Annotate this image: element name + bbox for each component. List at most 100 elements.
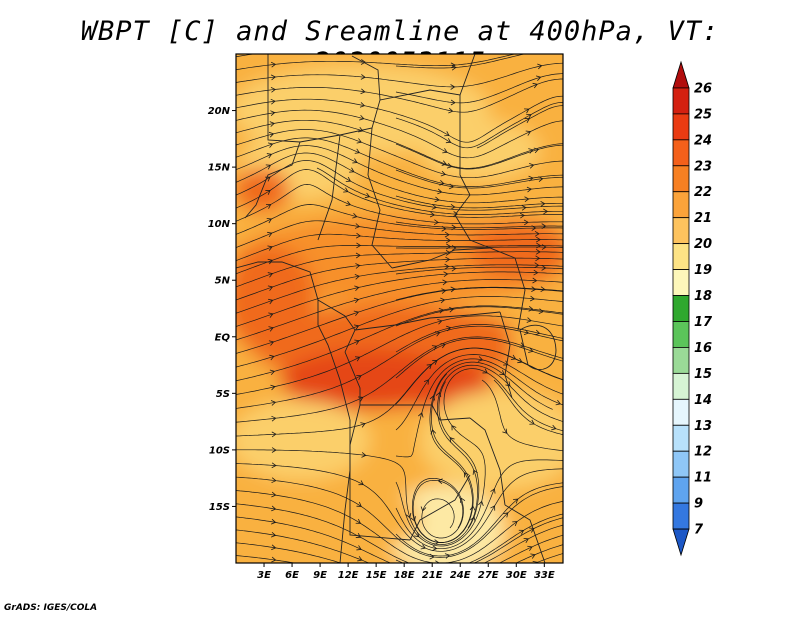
streamline-arrow <box>355 232 362 239</box>
streamline-arrow <box>526 317 532 323</box>
streamline-arrow <box>360 74 366 80</box>
streamline-arrow <box>271 415 277 422</box>
streamline-arrow <box>566 466 570 471</box>
streamline <box>395 286 563 301</box>
streamline-arrow <box>265 189 271 195</box>
streamline-arrow <box>451 64 457 71</box>
streamline <box>236 463 563 552</box>
streamline-arrow <box>528 148 534 154</box>
streamline <box>236 137 563 187</box>
streamline-arrow <box>354 274 360 280</box>
lon-tick-label: 18E <box>394 570 415 581</box>
streamline-arrow <box>345 176 352 182</box>
streamline-arrow <box>444 231 450 238</box>
streamline-arrow <box>555 399 562 406</box>
streamline-arrow <box>360 59 366 65</box>
streamline-arrow <box>432 359 438 365</box>
streamline-arrow <box>271 447 277 453</box>
colorbar-cell <box>672 476 690 504</box>
streamline-arrow <box>270 531 277 538</box>
streamline <box>395 338 563 379</box>
streamline-arrow <box>521 205 527 211</box>
streamline-arrow <box>534 262 540 269</box>
streamline-arrow <box>442 279 448 286</box>
colorbar-label: 23 <box>694 159 712 174</box>
streamline-arrow <box>271 491 277 498</box>
streamline-arrow <box>538 308 544 315</box>
colorbar-cell <box>672 398 690 426</box>
streamline-arrow <box>445 138 452 144</box>
streamline-arrow <box>437 188 443 195</box>
streamline-arrow <box>505 381 511 387</box>
streamline-arrow <box>353 310 360 316</box>
streamline-arrow <box>355 263 361 269</box>
streamline-arrow <box>352 213 358 219</box>
colorbar-label: 22 <box>694 185 712 200</box>
streamline-arrow <box>445 256 451 263</box>
lat-tick-label: 10S <box>209 445 230 456</box>
streamline-arrow <box>437 318 443 325</box>
colorbar-cell <box>672 321 690 348</box>
streamline-arrow <box>446 325 452 332</box>
streamline-arrow <box>526 186 532 193</box>
streamline-arrow <box>271 477 277 484</box>
streamline-arrow <box>345 200 352 207</box>
streamline-arrow <box>265 164 272 170</box>
streamline <box>316 167 563 215</box>
colorbar-cell <box>672 528 690 557</box>
streamline-arrow <box>271 505 277 512</box>
streamline <box>395 195 563 209</box>
map-area <box>236 42 570 563</box>
country-borders <box>236 54 557 563</box>
streamline <box>236 315 563 395</box>
streamline <box>395 459 563 550</box>
colorbar-label: 9 <box>694 497 703 512</box>
streamline-arrow <box>527 545 533 552</box>
streamline-arrow <box>358 127 364 133</box>
streamline <box>476 105 563 149</box>
streamline-arrow <box>528 306 534 312</box>
colorbar-cell <box>672 60 690 89</box>
streamline-arrow <box>267 231 273 238</box>
streamline-arrow <box>360 422 366 428</box>
colorbar-label: 24 <box>694 133 712 148</box>
colorbar-label: 25 <box>694 107 712 122</box>
colorbar-cell <box>672 165 690 193</box>
streamline-arrow <box>354 148 361 154</box>
streamline-arrow <box>535 236 541 243</box>
streamline <box>236 245 563 275</box>
streamline-arrow <box>519 212 525 219</box>
streamline-arrow <box>359 102 366 108</box>
border-line <box>514 257 526 331</box>
streamline-arrow <box>356 501 362 507</box>
streamline-arrow <box>441 160 448 166</box>
lon-tick-label: 3E <box>257 570 271 581</box>
streamline-arrow <box>540 286 546 293</box>
streamline <box>236 257 563 301</box>
streamline-arrow <box>533 147 540 154</box>
border-line <box>244 141 301 219</box>
streamline-arrow <box>524 118 530 124</box>
streamline-arrow <box>529 527 535 533</box>
streamline-arrow <box>451 42 456 47</box>
streamline-arrow <box>540 48 545 53</box>
longitude-axis: 3E 6E 9E 12E 15E 18E 21E 24E 27E 30E 33E <box>257 563 555 581</box>
streamline-arrow <box>524 196 530 203</box>
border-line <box>367 127 393 269</box>
lon-tick-label: 15E <box>366 570 387 581</box>
colorbar-label: 16 <box>694 341 712 356</box>
streamline-arrow <box>528 347 534 353</box>
streamline-arrow <box>512 521 518 527</box>
streamline-arrow <box>270 518 277 525</box>
streamline-arrow <box>445 237 451 244</box>
streamline-arrow <box>270 86 276 93</box>
streamline-arrow <box>541 265 547 271</box>
streamline-arrow <box>268 326 274 332</box>
streamline <box>395 54 526 69</box>
streamline-arrow <box>525 130 532 136</box>
streamline-arrow <box>349 167 355 173</box>
streamline <box>236 542 563 563</box>
streamline-arrow <box>535 75 542 81</box>
streamline-arrow <box>269 369 276 376</box>
streamline-arrow <box>448 107 454 114</box>
